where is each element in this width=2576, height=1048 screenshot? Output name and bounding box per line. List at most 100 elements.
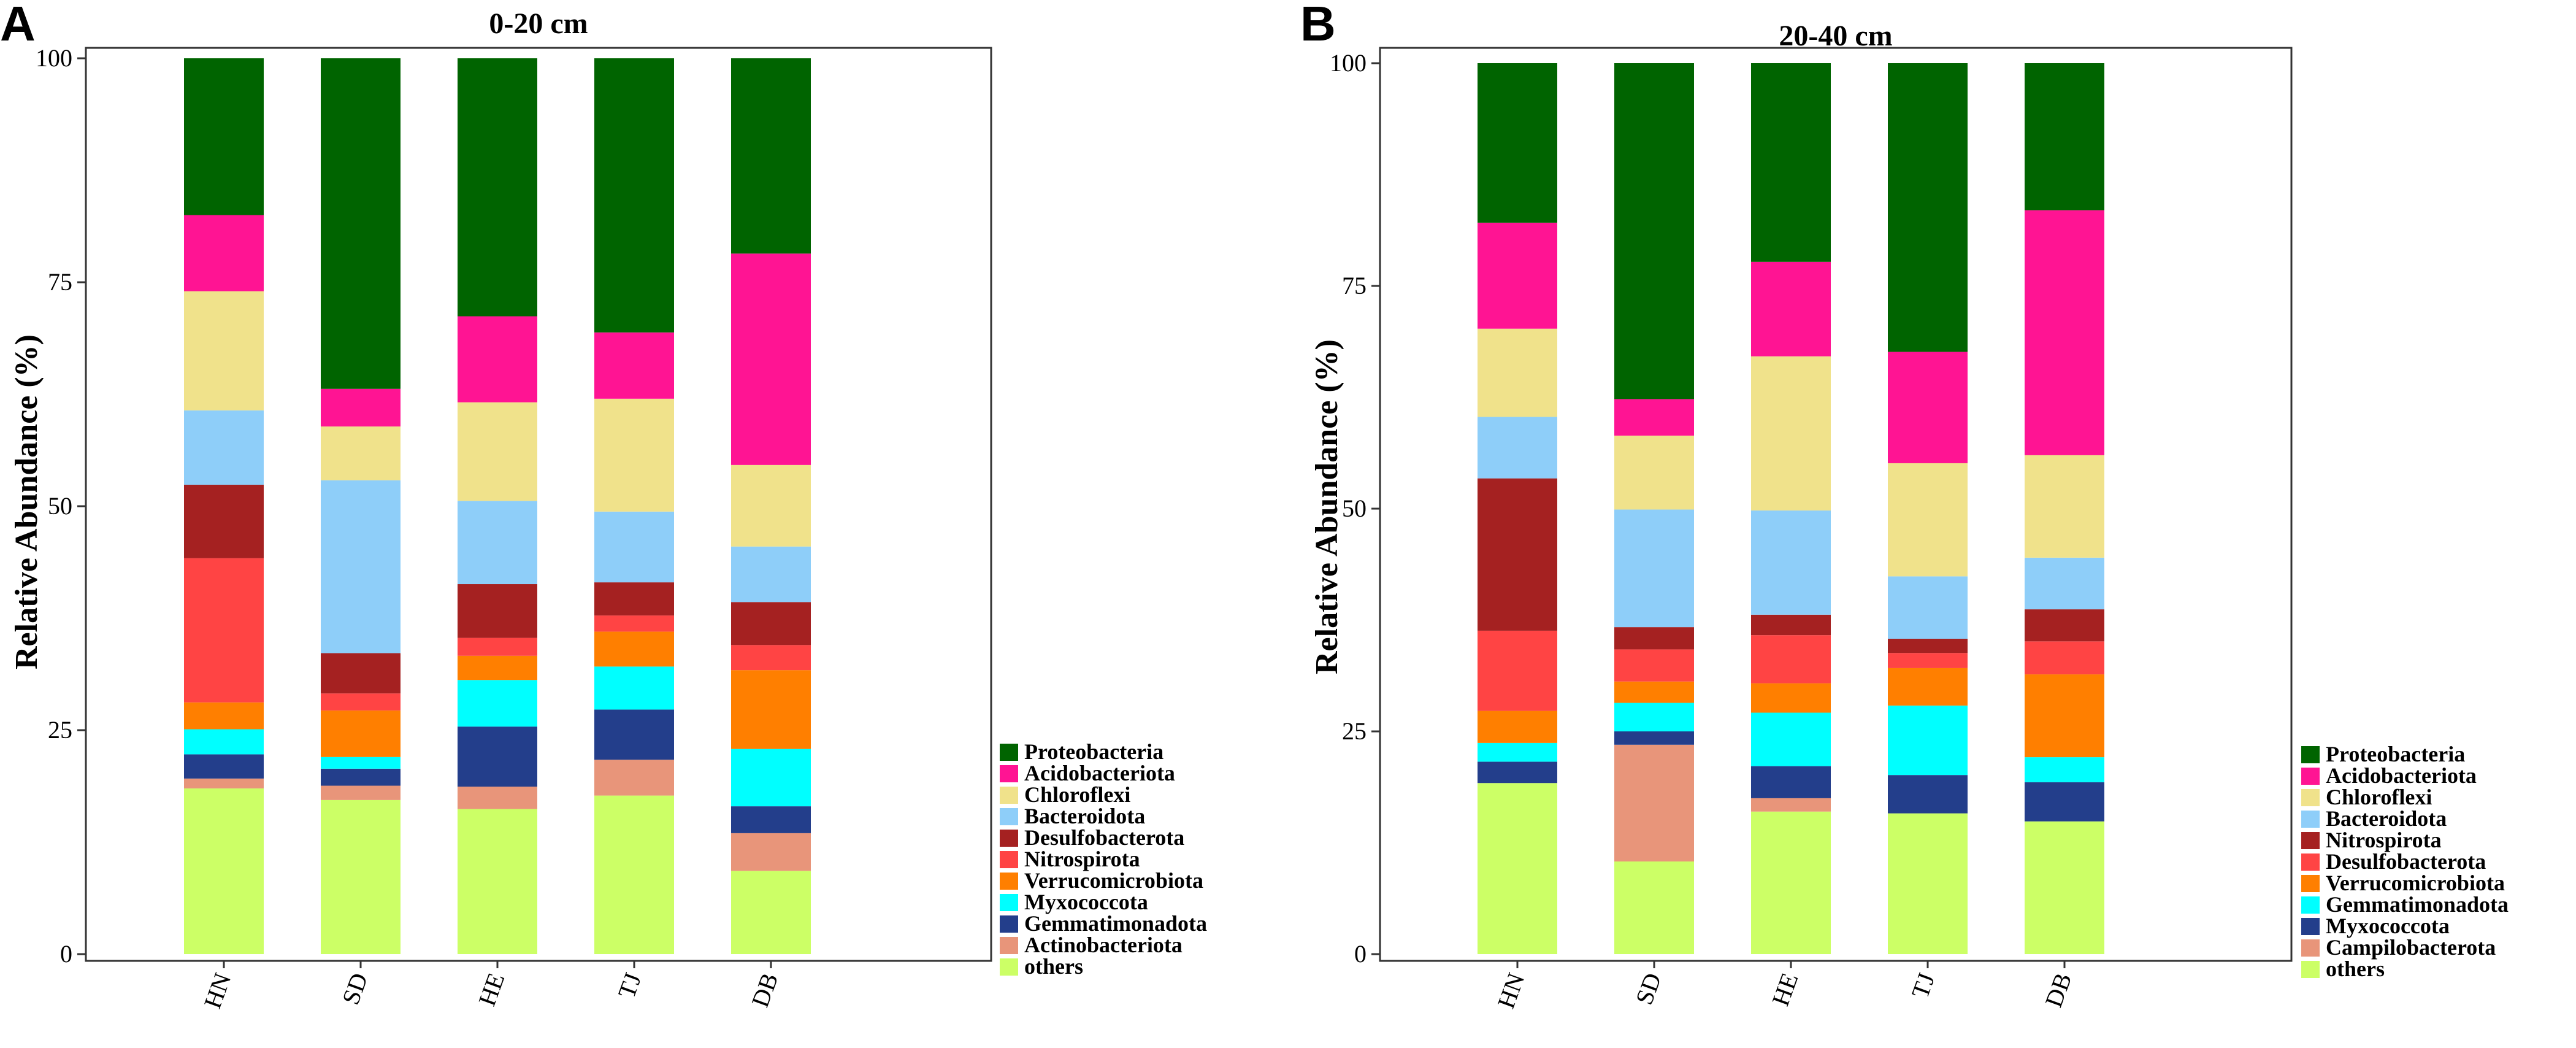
bar-segment-hn-chloroflexi <box>184 291 264 410</box>
bar-segment-he-acidobacteriota <box>458 316 537 403</box>
bar-segment-sd-desulfobacterota <box>321 653 401 694</box>
bar-segment-sd-others <box>1614 861 1694 954</box>
bar-segment-sd-acidobacteriota <box>321 388 401 427</box>
bar-segment-hn-verrucomicrobiota <box>1478 711 1557 743</box>
bar-segment-db-bacteroidota <box>731 546 811 603</box>
bar-segment-sd-actinobacteriota <box>321 785 401 800</box>
legend-label-desulfobacterota: Desulfobacterota <box>1024 825 1184 850</box>
y-axis: 0 25 50 75 100 <box>36 44 86 968</box>
bar-segment-he-nitrospirota <box>1751 614 1831 636</box>
y-axis-title: Relative Abundance (%) <box>9 334 44 669</box>
legend-swatch-bacteroidota <box>2301 811 2320 828</box>
bar-segment-hn-proteobacteria <box>1478 63 1557 223</box>
bar-segment-sd-desulfobacterota <box>1614 649 1694 682</box>
bar-segment-tj-verrucomicrobiota <box>594 631 674 667</box>
legend-label-proteobacteria: Proteobacteria <box>1024 739 1163 764</box>
bar-segment-tj-bacteroidota <box>594 511 674 583</box>
bar-segment-tj-gemmatimonadota <box>1888 705 1968 776</box>
plot-frame <box>85 47 992 962</box>
legend-swatch-nitrospirota <box>1000 851 1018 868</box>
bar-segment-hn-actinobacteriota <box>184 778 264 788</box>
legend-label-bacteroidota: Bacteroidota <box>1024 804 1145 828</box>
bar-segment-hn-proteobacteria <box>184 58 264 215</box>
legend-swatch-acidobacteriota <box>1000 765 1018 782</box>
bar-segment-tj-acidobacteriota <box>594 332 674 399</box>
bar-segment-sd-nitrospirota <box>1614 627 1694 650</box>
bar-segment-he-campilobacterota <box>1751 798 1831 812</box>
bar-segment-sd-acidobacteriota <box>1614 399 1694 436</box>
bar-segment-he-others <box>1751 811 1831 954</box>
panel-letter: B <box>1300 0 1336 51</box>
bar-segment-db-nitrospirota <box>2025 609 2104 642</box>
bar-segment-hn-chloroflexi <box>1478 328 1557 417</box>
legend-label-actinobacteriota: Actinobacteriota <box>1024 933 1183 957</box>
bar-segment-db-acidobacteriota <box>2025 210 2104 455</box>
bar-segment-db-verrucomicrobiota <box>731 670 811 749</box>
panel-letter: A <box>0 0 36 51</box>
x-tick-label-db: DB <box>2039 969 2077 1011</box>
x-tick-label-tj: TJ <box>612 969 646 1002</box>
bar-segment-tj-desulfobacterota <box>594 582 674 616</box>
bar-segment-sd-bacteroidota <box>321 480 401 653</box>
y-axis: 0 25 50 75 100 <box>1330 49 1380 968</box>
bar-segment-hn-nitrospirota <box>184 558 264 703</box>
bar-segment-sd-verrucomicrobiota <box>321 710 401 757</box>
x-tick-label-db: DB <box>746 969 783 1011</box>
legend-swatch-others <box>2301 961 2320 978</box>
bar-segment-hn-myxococcota <box>184 729 264 755</box>
x-tick-label-he: HE <box>473 969 510 1010</box>
bar-segment-hn-others <box>184 788 264 954</box>
legend-label-chloroflexi: Chloroflexi <box>1024 782 1130 807</box>
legend-label-gemmatimonadota: Gemmatimonadota <box>2326 892 2509 917</box>
bar-segment-hn-myxococcota <box>1478 761 1557 784</box>
bar-segment-sd-myxococcota <box>321 757 401 769</box>
bar-segment-db-myxococcota <box>731 749 811 807</box>
legend-swatch-proteobacteria <box>1000 744 1018 761</box>
bar-segment-db-chloroflexi <box>731 464 811 547</box>
bar-segment-sd-others <box>321 799 401 954</box>
bar-segment-he-proteobacteria <box>458 58 537 317</box>
bar-segment-he-verrucomicrobiota <box>458 655 537 680</box>
bar-segment-sd-gemmatimonadota <box>1614 703 1694 731</box>
bar-segment-tj-proteobacteria <box>594 58 674 333</box>
legend-label-nitrospirota: Nitrospirota <box>1024 847 1140 871</box>
bar-segment-tj-actinobacteriota <box>594 760 674 796</box>
x-tick-label-hn: HN <box>1492 969 1530 1012</box>
bar-segment-tj-acidobacteriota <box>1888 352 1968 463</box>
legend-label-verrucomicrobiota: Verrucomicrobiota <box>2326 871 2505 895</box>
bar-segment-db-desulfobacterota <box>2025 641 2104 675</box>
bar-segment-sd-verrucomicrobiota <box>1614 681 1694 703</box>
bar-segment-tj-gemmatimonadota <box>594 709 674 760</box>
x-tick-label-sd: SD <box>1630 969 1667 1008</box>
legend-label-others: others <box>2326 957 2385 981</box>
bar-segment-he-bacteroidota <box>1751 510 1831 615</box>
y-tick-label: 0 <box>1354 940 1367 968</box>
bar-segment-he-actinobacteriota <box>458 786 537 809</box>
bar-segment-he-acidobacteriota <box>1751 261 1831 356</box>
legend-label-myxococcota: Myxococcota <box>1024 890 1148 914</box>
bar-segment-he-desulfobacterota <box>458 584 537 638</box>
bar-segment-db-verrucomicrobiota <box>2025 674 2104 758</box>
legend-label-chloroflexi: Chloroflexi <box>2326 785 2432 809</box>
legend-label-nitrospirota: Nitrospirota <box>2326 828 2442 852</box>
y-tick-label: 75 <box>1342 272 1367 299</box>
plot-frame <box>1379 47 2293 962</box>
bar-segment-tj-nitrospirota <box>594 615 674 632</box>
x-tick-label-he: HE <box>1766 969 1804 1010</box>
bar-segment-db-myxococcota <box>2025 782 2104 822</box>
bar-segment-db-bacteroidota <box>2025 557 2104 610</box>
chart-title: 0-20 cm <box>489 7 588 40</box>
legend-label-acidobacteriota: Acidobacteriota <box>1024 761 1175 785</box>
legend-swatch-myxococcota <box>1000 894 1018 911</box>
legend-swatch-verrucomicrobiota <box>2301 875 2320 892</box>
bar-segment-sd-chloroflexi <box>1614 435 1694 510</box>
legend-label-verrucomicrobiota: Verrucomicrobiota <box>1024 868 1203 893</box>
bar-segment-he-myxococcota <box>1751 766 1831 798</box>
legend-swatch-chloroflexi <box>2301 789 2320 806</box>
bar-segment-he-nitrospirota <box>458 638 537 656</box>
bar-segment-tj-bacteroidota <box>1888 576 1968 639</box>
legend: ProteobacteriaAcidobacteriotaChloroflexi… <box>2301 742 2509 981</box>
legend-swatch-campilobacterota <box>2301 939 2320 957</box>
x-axis: HN SD HE TJ DB <box>198 961 783 1012</box>
